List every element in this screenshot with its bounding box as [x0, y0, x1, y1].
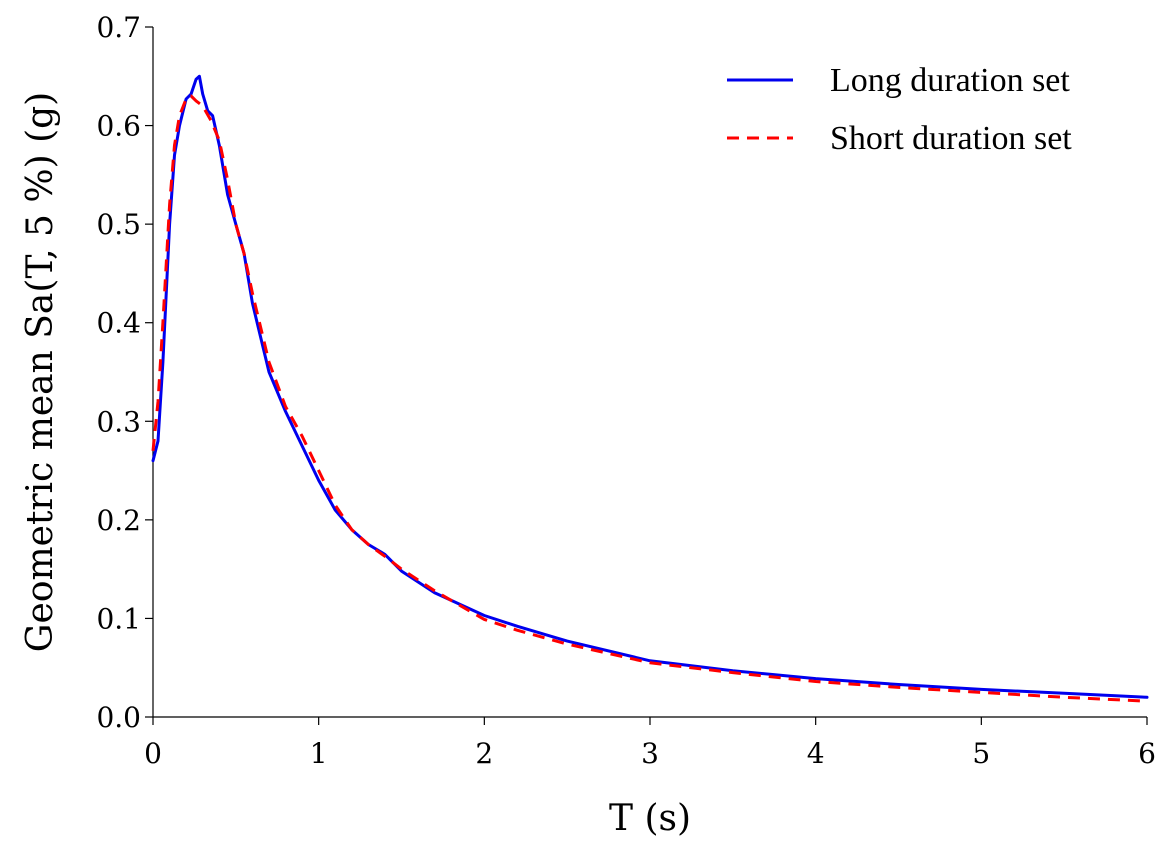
x-axis-label: T (s) [609, 798, 691, 839]
y-tick-label: 0.5 [96, 208, 141, 241]
legend-label: Short duration set [830, 120, 1072, 157]
y-axis-title: Geometric mean Sa(T, 5 %) (g) [20, 92, 61, 652]
series-line-short-duration [151, 94, 1148, 703]
y-tick-label: 0.2 [96, 504, 141, 537]
x-tick-label: 5 [972, 737, 990, 770]
series-line-long-duration [151, 74, 1149, 699]
legend: Long duration set Short duration set [727, 62, 1072, 157]
series-layer [151, 74, 1149, 703]
x-ticks: 0 1 2 3 4 5 6 [144, 717, 1156, 770]
legend-label: Long duration set [830, 62, 1070, 99]
x-tick-label: 6 [1138, 737, 1156, 770]
y-tick-label: 0.4 [96, 307, 141, 340]
x-tick-label: 0 [144, 737, 162, 770]
x-tick-label: 2 [475, 737, 493, 770]
y-tick-label: 0.1 [96, 602, 141, 635]
y-axis-label: Geometric mean Sa(T, 5 %) (g) [20, 92, 61, 652]
y-tick-label: 0.3 [96, 405, 141, 438]
y-tick-label: 0.6 [96, 110, 141, 143]
y-ticks: 0.0 0.1 0.2 0.3 0.4 0.5 0.6 0.7 [96, 11, 153, 734]
x-tick-label: 3 [641, 737, 659, 770]
x-tick-label: 1 [310, 737, 328, 770]
y-tick-label: 0.0 [96, 701, 141, 734]
x-tick-label: 4 [807, 737, 825, 770]
y-tick-label: 0.7 [96, 11, 141, 44]
